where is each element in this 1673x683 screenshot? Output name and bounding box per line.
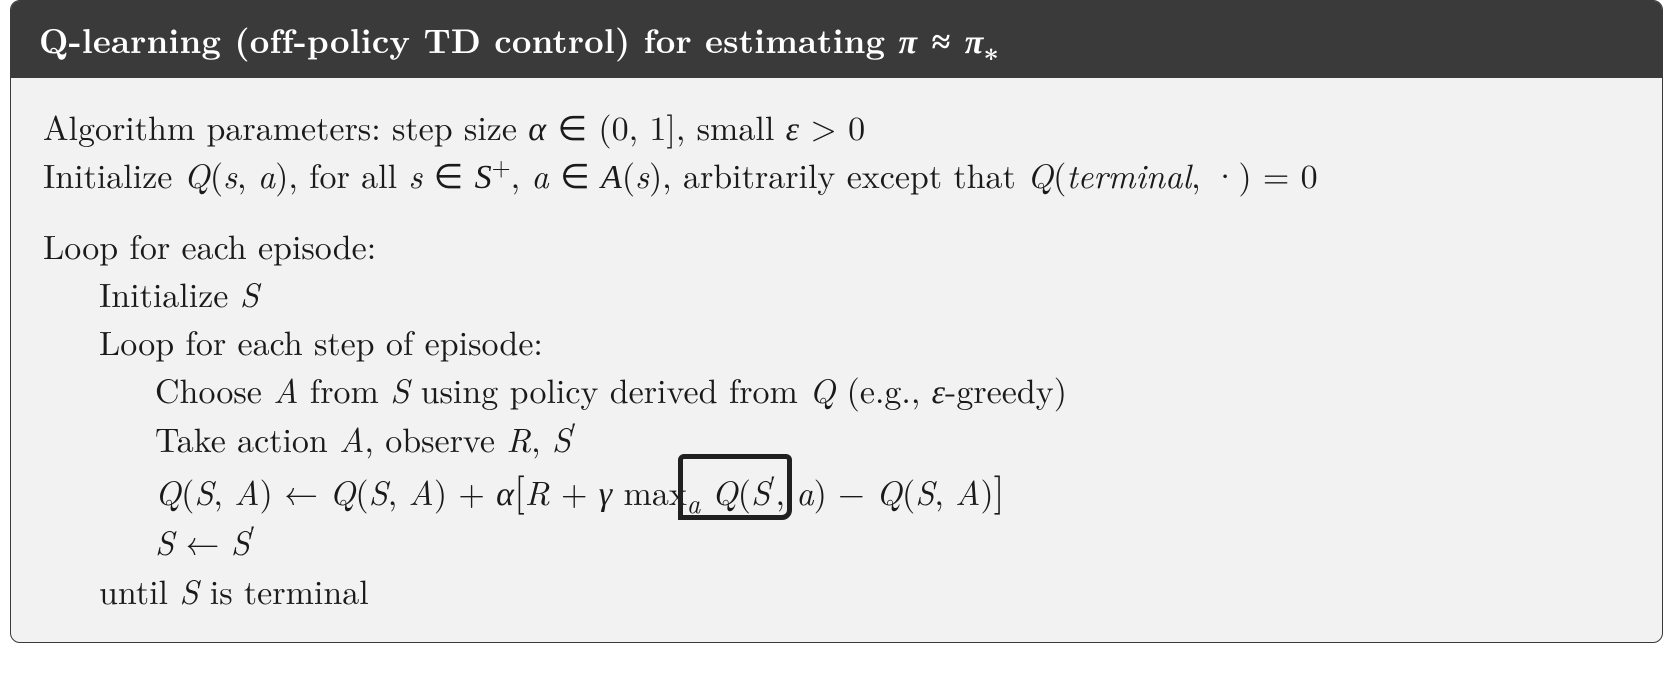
line-loop-step: Loop for each step of episode: <box>99 317 1634 365</box>
algorithm-body: Algorithm parameters: step size α ∈ (0, … <box>11 78 1662 642</box>
line-choose-a: Choose A from S using policy derived fro… <box>155 365 1634 413</box>
algorithm-title: Q-learning (off-policy TD control) for e… <box>11 1 1662 78</box>
line-params: Algorithm parameters: step size α ∈ (0, … <box>43 102 1634 150</box>
q-update-equation: Q(S, A) ← Q(S, A) + α[R + γ maxa Q(S′, a… <box>155 462 1005 518</box>
algorithm-box: Q-learning (off-policy TD control) for e… <box>10 0 1663 643</box>
line-init-s: Initialize S <box>99 269 1634 317</box>
title-math: π ≈ π∗ <box>899 15 999 64</box>
line-loop-episode: Loop for each episode: <box>43 221 1634 269</box>
line-until: until S is terminal <box>99 566 1634 614</box>
line-init-q: Initialize Q(s, a), for all s ∈ S+, a ∈ … <box>43 150 1634 202</box>
line-q-update: Q(S, A) ← Q(S, A) + α[R + γ maxa Q(S′, a… <box>155 462 1634 518</box>
line-take-action: Take action A, observe R, S′ <box>155 414 1634 462</box>
title-prefix: Q-learning (off-policy TD control) for e… <box>39 15 899 64</box>
line-s-assign: S ← S′ <box>155 517 1634 565</box>
